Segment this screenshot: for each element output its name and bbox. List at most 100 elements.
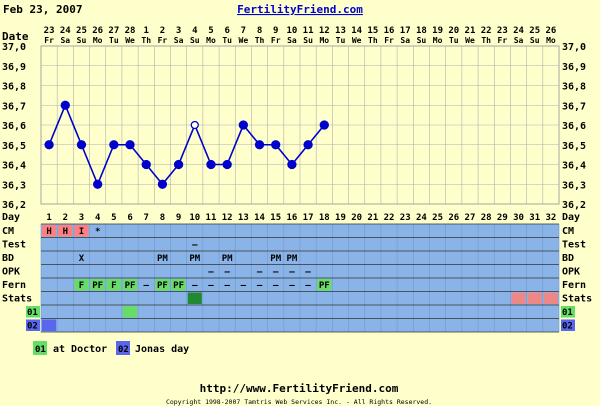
date-weekday: Sa [400, 36, 410, 45]
date-weekday: Mo [546, 36, 556, 45]
cycle-day-number: 9 [176, 213, 181, 223]
temperature-point [76, 140, 87, 150]
observation-cell-fill [74, 225, 89, 237]
date-weekday: Mo [433, 36, 443, 45]
observation-cell-text: – [273, 281, 279, 291]
date-weekday: Sa [60, 36, 70, 45]
temperature-series [44, 100, 329, 189]
date-weekday: Sa [514, 36, 524, 45]
cycle-day-number: 24 [416, 213, 427, 223]
date-weekday: Mo [206, 36, 216, 45]
date-number: 16 [384, 26, 395, 36]
date-number: 9 [273, 26, 278, 36]
observation-cell-fill [187, 292, 202, 304]
row-label-swatch-right [561, 319, 575, 331]
row-label-left: Test [2, 240, 26, 251]
footer-url-link[interactable]: http://www.FertilityFriend.com [200, 382, 399, 395]
date-weekday: Su [530, 36, 540, 45]
row-label-left: CM [2, 226, 14, 237]
cycle-day-number: 27 [465, 213, 476, 223]
temperature-ticks-right: 37,0 36,9 36,8 36,7 36,6 36,5 36,4 36,3 36,2 [562, 42, 586, 211]
date-number: 22 [481, 26, 492, 36]
cycle-day-number: 6 [127, 213, 132, 223]
date-weekday: Fr [384, 36, 394, 45]
observation-cell-text: – [305, 281, 311, 291]
observation-cell-text: – [257, 281, 263, 291]
temp-tick-left: 36,8 [2, 82, 26, 93]
row-label-right: Fern [562, 280, 586, 291]
cycle-day-number: 23 [400, 213, 411, 223]
temp-tick-right: 36,9 [562, 62, 586, 73]
observation-table-grid [40, 223, 560, 333]
day-row-label-left: Day [2, 212, 20, 223]
date-number: 4 [192, 26, 198, 36]
date-number: 5 [208, 26, 213, 36]
date-weekday: Tu [109, 36, 119, 45]
cycle-day-number: 21 [367, 213, 378, 223]
date-header-columns: 23Fr24Sa25Su26Mo27Tu28We1Th2Fr3Sa4Su5Mo6… [44, 26, 557, 45]
temperature-point [157, 179, 168, 189]
observation-cell-fill [42, 319, 57, 331]
cycle-day-number: 15 [270, 213, 281, 223]
date-number: 6 [224, 26, 229, 36]
date-number: 17 [400, 26, 411, 36]
cycle-day-number: 19 [335, 213, 346, 223]
row-label-right: Stats [562, 294, 592, 305]
date-weekday: Mo [93, 36, 103, 45]
observation-cell-text: X [79, 254, 85, 264]
row-label-right: CM [562, 226, 574, 237]
observation-cell-text: H [63, 227, 68, 237]
cycle-day-number: 5 [111, 213, 116, 223]
observation-cell-text: PM [222, 254, 233, 264]
row-label-left: BD [2, 253, 14, 264]
row-label-left: Stats [2, 294, 32, 305]
date-number: 14 [351, 26, 362, 36]
date-number: 7 [241, 26, 246, 36]
cycle-day-number: 31 [529, 213, 540, 223]
observation-cell-fill [543, 292, 558, 304]
row-label-left: OPK [2, 267, 20, 278]
date-weekday: Tu [449, 36, 459, 45]
observation-cell-fill [155, 279, 170, 291]
temperature-point [271, 140, 281, 150]
row-label-right: OPK [562, 267, 580, 278]
cycle-day-number: 25 [432, 213, 443, 223]
cycle-day-number: 14 [254, 213, 265, 223]
temp-tick-left: 36,5 [2, 141, 26, 152]
date-weekday: We [465, 36, 475, 45]
footer-copyright: Copyright 1998-2007 Tamtris Web Services… [166, 398, 432, 406]
date-weekday: Mo [319, 36, 329, 45]
date-weekday: Su [190, 36, 200, 45]
observation-cell-text: PM [270, 254, 281, 264]
observation-cell-text: – [192, 281, 198, 291]
temp-tick-right: 37,0 [562, 42, 586, 53]
observation-cell-text: PM [286, 254, 297, 264]
date-number: 25 [529, 26, 540, 36]
date-weekday: Su [77, 36, 87, 45]
date-number: 23 [497, 26, 508, 36]
row-label-right: 02 [562, 322, 573, 332]
date-number: 28 [125, 26, 136, 36]
observation-cell-text: PF [125, 281, 136, 291]
observation-cell-text: PM [157, 254, 168, 264]
date-weekday: Tu [336, 36, 346, 45]
date-number: 24 [60, 26, 71, 36]
temp-tick-left: 36,6 [2, 121, 26, 132]
temperature-ticks-left: 37,0 36,9 36,8 36,7 36,6 36,5 36,4 36,3 36,2 [2, 42, 26, 211]
row-label-left: Fern [2, 280, 26, 291]
temp-tick-right: 36,6 [562, 121, 586, 132]
temperature-point [303, 140, 313, 150]
cycle-day-numbers: 1 2 3 4 5 6 7 8 9 10 11 12 13 14 15 16 17 18 19 20 21 22 23 24 2… [46, 213, 556, 223]
date-number: 25 [76, 26, 87, 36]
row-label-right: Test [562, 240, 586, 251]
cycle-day-number: 26 [448, 213, 459, 223]
temperature-point [44, 140, 54, 150]
legend-o1-swatch [33, 341, 47, 355]
row-label-swatch-right [561, 306, 575, 318]
cycle-day-number: 4 [95, 213, 101, 223]
observation-cell-fill [90, 279, 105, 291]
temp-tick-right: 36,7 [562, 101, 586, 112]
cycle-day-number: 8 [160, 213, 165, 223]
site-title-link[interactable]: FertilityFriend.com [237, 3, 363, 16]
